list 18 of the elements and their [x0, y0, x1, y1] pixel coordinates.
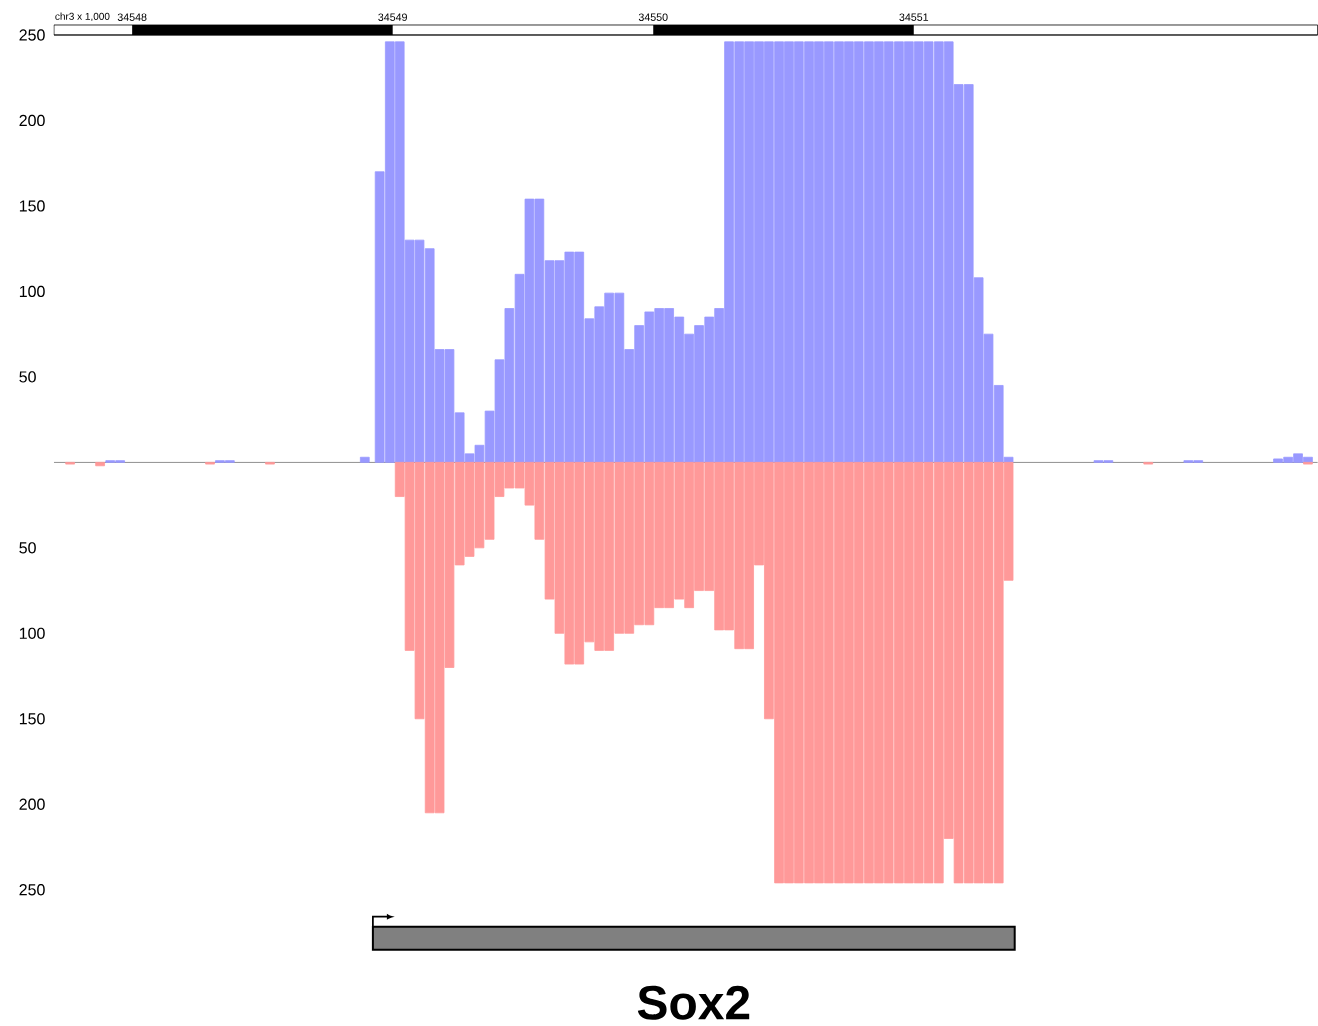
- y-tick-label: 100: [19, 627, 45, 640]
- y-tick-label: 200: [19, 114, 45, 127]
- y-tick-label: 250: [19, 29, 45, 41]
- y-tick-label: 100: [19, 285, 45, 298]
- y-tick-label: 150: [19, 200, 45, 212]
- x-tick-label: 34549: [378, 13, 407, 22]
- y-tick-label: 200: [19, 798, 45, 811]
- x-tick-label: 34548: [117, 13, 147, 22]
- y-tick-label: 150: [19, 713, 45, 725]
- x-tick-label: 34551: [899, 13, 929, 22]
- x-axis-title: chr3 x 1,000: [55, 12, 110, 22]
- y-tick-label: 50: [19, 371, 36, 383]
- text: Sox2: [637, 985, 750, 1020]
- x-tick-label: 34550: [638, 13, 668, 22]
- bar: [359, 456, 370, 463]
- y-tick-label: 250: [19, 884, 45, 896]
- bar: [95, 462, 105, 467]
- y-tick-label: 50: [19, 542, 36, 554]
